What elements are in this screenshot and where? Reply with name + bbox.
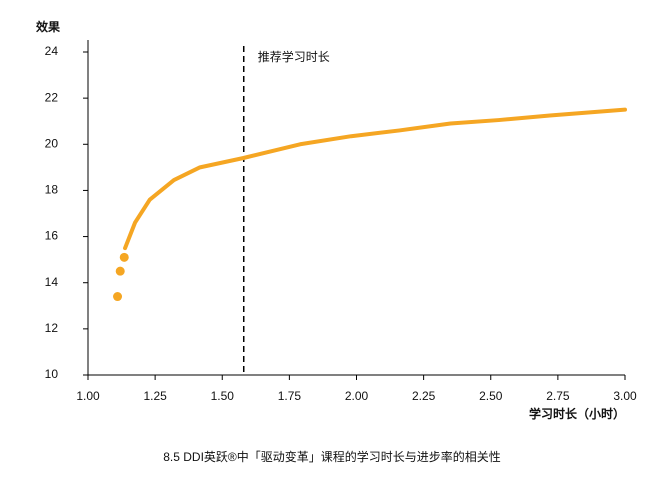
x-tick-label: 2.50	[479, 389, 503, 403]
point	[115, 266, 125, 276]
x-tick-label: 1.25	[143, 389, 167, 403]
x-tick-label: 2.75	[546, 389, 570, 403]
curve	[123, 107, 627, 251]
x-tick-label: 3.00	[613, 389, 637, 403]
y-tick-label: 18	[45, 183, 59, 197]
x-tick-label: 1.00	[76, 389, 100, 403]
y-tick-label: 12	[45, 321, 59, 335]
point	[113, 292, 123, 302]
x-tick-label: 1.50	[211, 389, 235, 403]
y-tick-label: 22	[45, 90, 59, 104]
y-tick-label: 14	[45, 275, 59, 289]
caption: 8.5 DDI英跃®中「驱动变革」课程的学习时长与进步率的相关性	[163, 449, 501, 464]
point	[119, 252, 129, 262]
y-tick-label: 20	[45, 136, 59, 150]
y-axis-label: 效果	[36, 19, 60, 34]
x-tick-label: 1.75	[278, 389, 302, 403]
y-tick-label: 16	[45, 229, 59, 243]
y-tick-label: 24	[45, 44, 59, 58]
x-tick-label: 2.25	[412, 389, 436, 403]
annotation-label: 推荐学习时长	[258, 49, 330, 64]
y-tick-label: 10	[45, 367, 59, 381]
x-axis-label: 学习时长（小时）	[529, 406, 625, 421]
x-tick-label: 2.00	[345, 389, 369, 403]
